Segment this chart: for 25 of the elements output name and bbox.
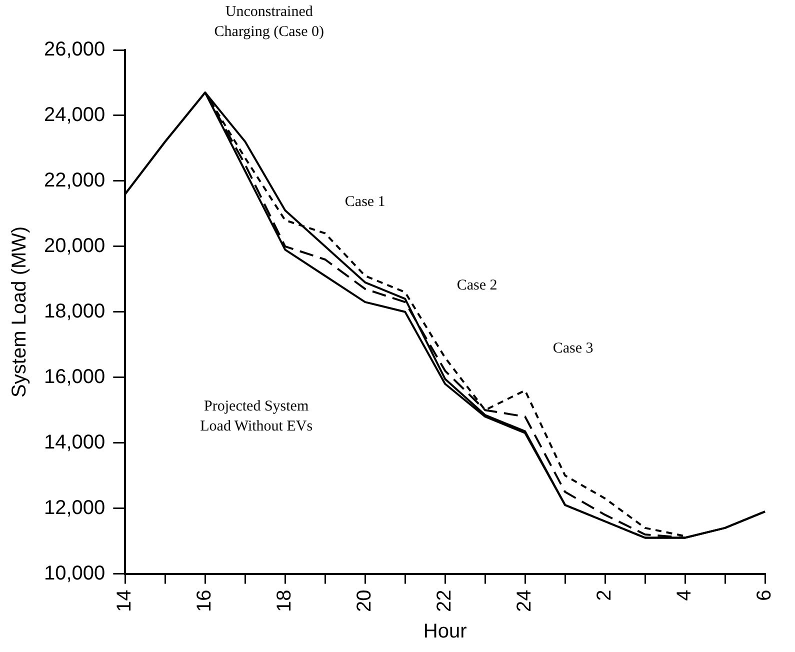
y-tick-label: 24,000: [44, 104, 106, 126]
y-axis-title: System Load (MW): [8, 226, 31, 398]
x-tick-label: 16: [194, 590, 216, 612]
annotation: Projected System Load Without EVs: [200, 398, 313, 435]
annotation: Case 2: [456, 278, 498, 294]
y-tick-label: 26,000: [44, 38, 106, 61]
annotation: Case 3: [552, 340, 594, 356]
y-tick-label: 16,000: [44, 366, 106, 388]
x-tick-label: 18: [274, 590, 296, 612]
x-tick-label: 6: [754, 590, 776, 601]
annotation: Case 1: [344, 194, 386, 210]
x-tick-label: 20: [354, 590, 376, 612]
y-tick-label: 18,000: [44, 300, 106, 322]
y-tick-label: 22,000: [44, 169, 106, 192]
y-tick-label: 14,000: [44, 431, 106, 454]
x-tick-label: 14: [114, 590, 136, 612]
y-tick-label: 20,000: [44, 234, 106, 257]
x-tick-label: 4: [674, 590, 696, 601]
x-axis-title: Hour: [423, 620, 468, 643]
x-tick-label: 24: [514, 590, 536, 612]
text: Unconstrained Charging (Case 0): [214, 4, 324, 40]
y-tick-label: 12,000: [44, 496, 106, 519]
x-tick-label: 22: [434, 590, 456, 612]
y-tick-label: 10,000: [44, 562, 106, 584]
x-tick-label: 2: [594, 590, 616, 601]
